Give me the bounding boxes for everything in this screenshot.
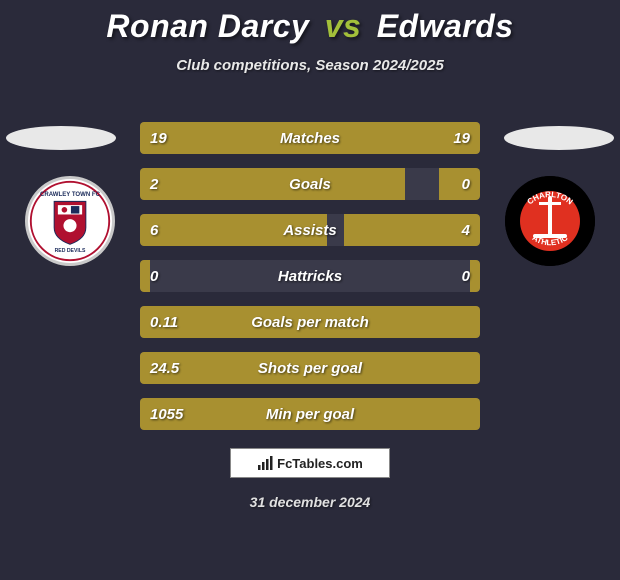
stat-row: 24.5Shots per goal bbox=[140, 352, 480, 384]
page-title: Ronan Darcy vs Edwards bbox=[0, 0, 620, 45]
player1-name: Ronan Darcy bbox=[106, 8, 309, 44]
crawley-badge-icon: CRAWLEY TOWN FC RED DEVILS bbox=[28, 179, 112, 263]
stat-value-right: 0 bbox=[462, 168, 470, 200]
stat-row: 2Goals0 bbox=[140, 168, 480, 200]
vs-text: vs bbox=[325, 8, 362, 44]
player2-name: Edwards bbox=[377, 8, 514, 44]
stat-label: Goals per match bbox=[140, 306, 480, 338]
player2-shadow-ellipse bbox=[504, 126, 614, 150]
footer-logo-text: FcTables.com bbox=[277, 456, 363, 471]
svg-text:RED DEVILS: RED DEVILS bbox=[55, 248, 86, 254]
svg-text:CRAWLEY TOWN FC: CRAWLEY TOWN FC bbox=[40, 192, 101, 198]
stat-label: Matches bbox=[140, 122, 480, 154]
player1-shadow-ellipse bbox=[6, 126, 116, 150]
stat-row: 6Assists4 bbox=[140, 214, 480, 246]
stat-value-right: 19 bbox=[453, 122, 470, 154]
team-badge-right: CHARLTON ATHLETIC bbox=[505, 176, 595, 266]
charlton-badge-icon: CHARLTON ATHLETIC bbox=[505, 176, 595, 266]
fctables-logo: FcTables.com bbox=[230, 448, 390, 478]
stat-value-right: 0 bbox=[462, 260, 470, 292]
stat-label: Shots per goal bbox=[140, 352, 480, 384]
stat-row: 1055Min per goal bbox=[140, 398, 480, 430]
date-text: 31 december 2024 bbox=[0, 494, 620, 510]
stat-label: Assists bbox=[140, 214, 480, 246]
chart-icon bbox=[257, 455, 273, 471]
stat-row: 0.11Goals per match bbox=[140, 306, 480, 338]
team-badge-left: CRAWLEY TOWN FC RED DEVILS bbox=[25, 176, 115, 266]
stat-row: 19Matches19 bbox=[140, 122, 480, 154]
stats-container: 19Matches192Goals06Assists40Hattricks00.… bbox=[140, 122, 480, 444]
stat-label: Min per goal bbox=[140, 398, 480, 430]
stat-row: 0Hattricks0 bbox=[140, 260, 480, 292]
stat-value-right: 4 bbox=[462, 214, 470, 246]
stat-label: Hattricks bbox=[140, 260, 480, 292]
stat-label: Goals bbox=[140, 168, 480, 200]
subtitle: Club competitions, Season 2024/2025 bbox=[0, 57, 620, 74]
